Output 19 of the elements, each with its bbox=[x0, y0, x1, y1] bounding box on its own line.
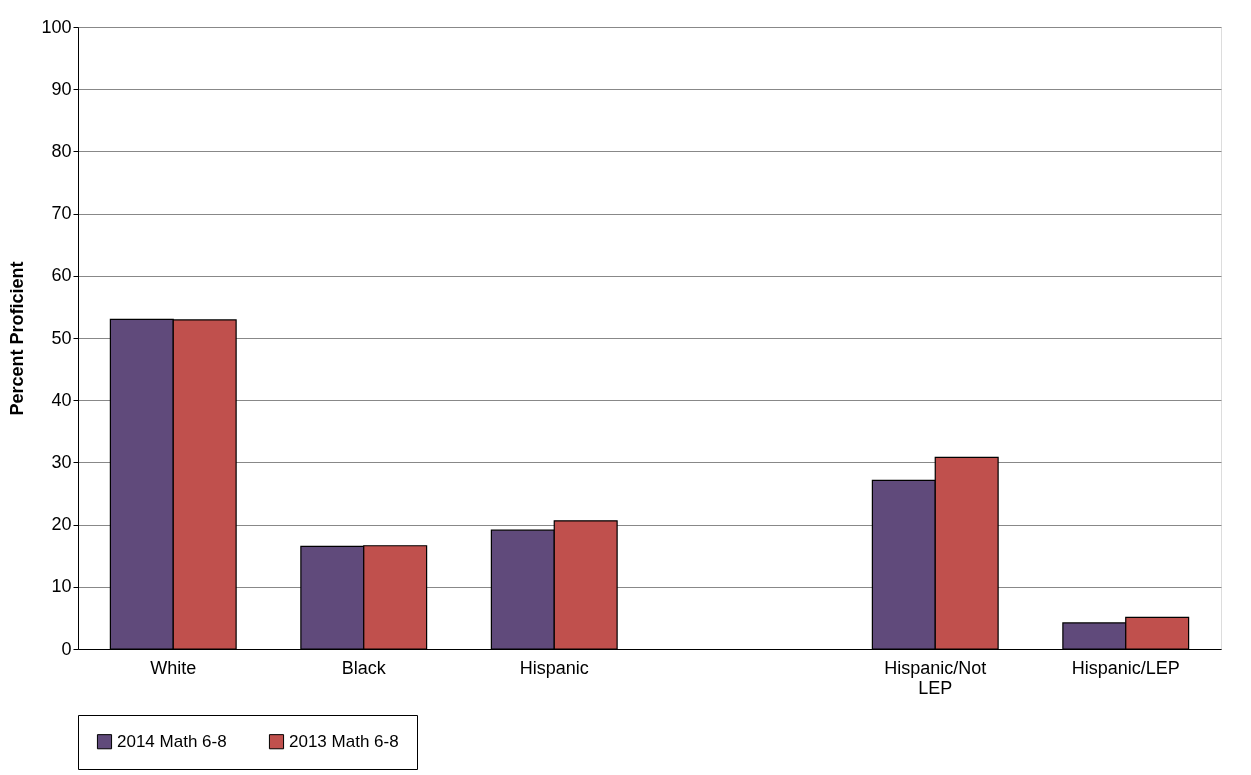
legend-label: 2014 Math 6-8 bbox=[117, 731, 227, 751]
y-tick-label: 80 bbox=[51, 140, 72, 161]
x-tick-label: Hispanic/LEP bbox=[1071, 657, 1180, 678]
y-tick-label: 0 bbox=[61, 638, 72, 659]
y-tick-label: 60 bbox=[51, 265, 72, 286]
y-tick-label: 20 bbox=[51, 514, 72, 535]
y-tick-label: 70 bbox=[51, 203, 72, 224]
y-tick-label: 10 bbox=[51, 576, 72, 597]
y-tick-label: 50 bbox=[51, 327, 72, 348]
y-axis-title: Percent Proficient bbox=[7, 261, 28, 416]
x-tick-label: Hispanic/Not LEP bbox=[884, 657, 987, 698]
x-tick-label: Hispanic bbox=[519, 657, 589, 678]
legend-label: 2013 Math 6-8 bbox=[289, 731, 399, 751]
y-tick-label: 30 bbox=[51, 451, 72, 472]
x-tick-label: White bbox=[150, 657, 197, 678]
y-tick-label: 40 bbox=[51, 389, 72, 410]
y-tick-label: 90 bbox=[51, 78, 72, 99]
y-tick-label: 100 bbox=[41, 16, 72, 37]
x-tick-label: Black bbox=[341, 657, 387, 678]
